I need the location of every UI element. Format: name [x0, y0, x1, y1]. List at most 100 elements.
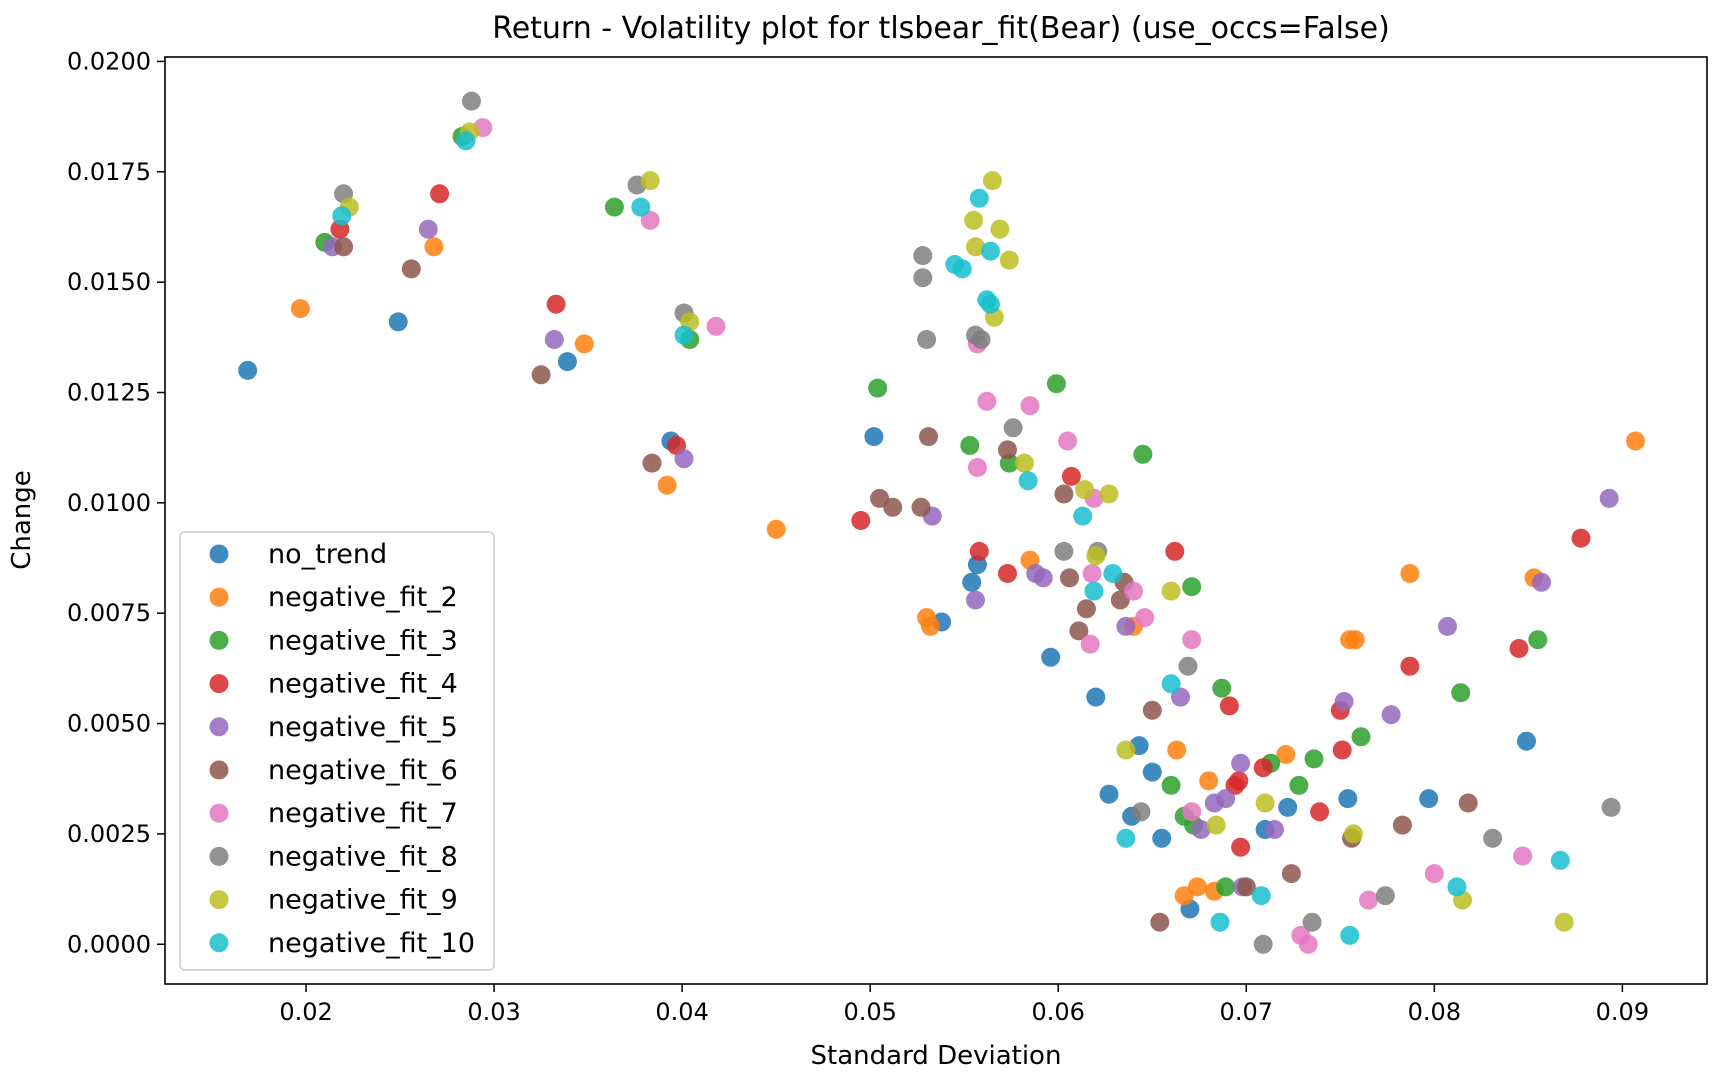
data-point	[1061, 466, 1081, 486]
data-point	[981, 241, 1000, 261]
data-point	[706, 316, 726, 336]
x-tick-label: 0.06	[1032, 998, 1085, 1026]
data-point	[1229, 771, 1249, 791]
data-point	[1161, 581, 1181, 601]
data-point	[1014, 453, 1034, 473]
series-negative_fit_7	[473, 118, 1533, 954]
x-tick-label: 0.02	[279, 998, 332, 1026]
data-point	[952, 259, 972, 279]
data-point	[864, 427, 884, 447]
legend-box	[179, 531, 495, 971]
data-point	[1020, 396, 1040, 416]
data-point	[913, 246, 933, 266]
data-point	[964, 210, 984, 230]
data-point	[1219, 696, 1239, 716]
data-point	[1483, 828, 1503, 848]
legend-marker	[209, 846, 229, 866]
data-point	[1086, 546, 1106, 566]
data-point	[851, 511, 871, 530]
data-point	[960, 436, 980, 455]
legend-label: negative_fit_8	[268, 841, 458, 872]
legend-marker	[209, 544, 229, 564]
data-point	[1302, 912, 1322, 932]
x-tick-label: 0.09	[1596, 998, 1649, 1026]
data-point	[981, 294, 1000, 314]
data-point	[1124, 581, 1143, 601]
data-point	[1236, 877, 1256, 897]
data-point	[1142, 762, 1162, 782]
data-point	[971, 330, 991, 349]
data-point	[966, 590, 985, 610]
data-point	[1161, 674, 1181, 694]
data-point	[1191, 820, 1211, 839]
data-point	[1046, 374, 1066, 394]
data-point	[1116, 616, 1136, 636]
data-point	[456, 131, 476, 151]
data-point	[1231, 837, 1251, 857]
data-point	[657, 475, 677, 495]
data-point	[1392, 815, 1412, 835]
data-point	[883, 497, 903, 517]
data-point	[1289, 775, 1309, 795]
legend-marker	[209, 587, 229, 607]
data-point	[1251, 886, 1271, 906]
data-point	[430, 184, 450, 204]
x-tick-label: 0.05	[843, 998, 896, 1026]
data-point	[1018, 471, 1038, 491]
y-tick-label: 0.0000	[67, 930, 151, 958]
data-point	[966, 237, 985, 257]
data-points	[238, 91, 1645, 954]
data-point	[998, 564, 1017, 583]
data-point	[640, 171, 660, 191]
data-point	[1359, 890, 1378, 910]
data-point	[642, 453, 662, 473]
data-point	[1513, 846, 1533, 866]
data-point	[1216, 789, 1236, 809]
data-point	[1058, 431, 1078, 451]
data-point	[1212, 678, 1232, 698]
data-point	[401, 259, 421, 279]
series-negative_fit_9	[339, 122, 1574, 932]
data-point	[1265, 820, 1284, 839]
data-point	[1182, 630, 1202, 650]
x-tick-label: 0.04	[655, 998, 708, 1026]
legend-marker	[209, 890, 229, 910]
data-point	[1060, 568, 1079, 588]
axis-ticks: 0.02 0.03 0.04 0.05 0.06 0.07 0.08 0.09 0.0000 0.…	[67, 47, 1649, 1026]
data-point	[1082, 564, 1102, 583]
data-point	[1116, 828, 1136, 848]
data-point	[1084, 581, 1104, 601]
series-negative_fit_8	[334, 91, 1621, 954]
data-point	[290, 299, 310, 319]
data-point	[1532, 572, 1551, 592]
legend-marker	[209, 674, 229, 694]
data-point	[1187, 877, 1207, 897]
data-point	[1438, 616, 1457, 636]
data-point	[917, 330, 937, 349]
data-point	[1216, 877, 1236, 897]
data-point	[1054, 541, 1074, 561]
data-point	[1310, 802, 1330, 822]
legend-marker	[209, 760, 229, 780]
legend: no_trend negative_fit_2 negative_fit_3nega…	[179, 531, 495, 971]
data-point	[1054, 484, 1074, 504]
data-point	[1447, 877, 1467, 897]
x-tick-label: 0.08	[1408, 998, 1461, 1026]
y-tick-label: 0.0050	[67, 710, 151, 738]
data-point	[920, 616, 940, 636]
data-point	[1210, 912, 1230, 932]
legend-label: negative_fit_2	[268, 582, 458, 613]
y-axis-label: Change	[7, 470, 37, 570]
data-point	[1003, 418, 1023, 438]
data-point	[1135, 608, 1155, 628]
x-axis-label: Standard Deviation	[811, 1041, 1062, 1071]
data-point	[1167, 740, 1187, 760]
data-point	[766, 519, 786, 539]
series-negative_fit_10	[332, 131, 1570, 945]
legend-label: negative_fit_3	[268, 625, 458, 656]
data-point	[238, 360, 258, 380]
data-point	[1304, 749, 1324, 769]
data-point	[1400, 564, 1420, 583]
data-point	[1509, 639, 1529, 658]
